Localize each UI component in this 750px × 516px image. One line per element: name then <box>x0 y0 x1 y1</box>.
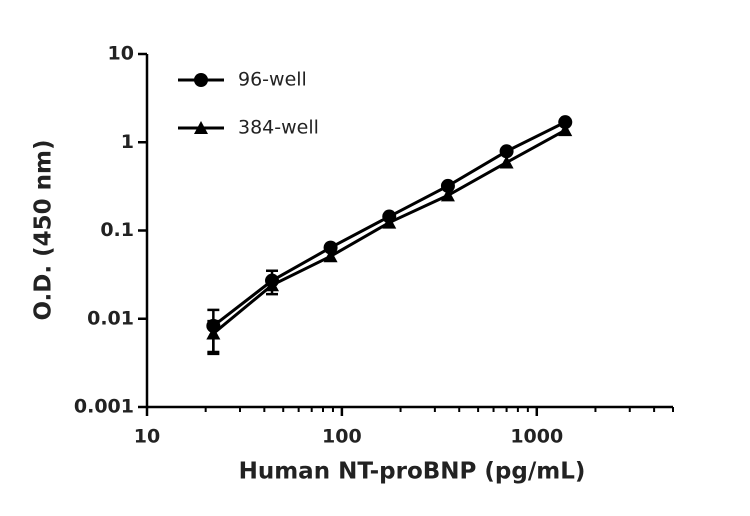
y-tick-label: 10 <box>108 43 134 65</box>
marker <box>206 326 221 340</box>
y-axis-title: O.D. (450 nm) <box>31 139 57 320</box>
series-line <box>212 128 566 335</box>
marker <box>323 240 338 255</box>
y-tick-label: 1 <box>121 131 134 153</box>
marker <box>440 178 455 193</box>
legend-marker <box>194 73 208 87</box>
marker <box>323 249 338 263</box>
y-tick-label: 0.001 <box>74 396 134 418</box>
marker <box>440 188 455 202</box>
marker <box>499 144 514 159</box>
legend-marker <box>194 121 208 134</box>
marker <box>558 123 573 137</box>
legend-label: 96-well <box>238 69 307 91</box>
x-tick-label: 10 <box>134 426 160 448</box>
marker <box>265 278 280 292</box>
y-tick-label: 0.1 <box>100 219 134 241</box>
x-tick-label: 1000 <box>510 426 563 448</box>
y-tick-label: 0.01 <box>87 307 134 329</box>
marker <box>558 115 573 130</box>
x-tick-label: 100 <box>322 426 362 448</box>
marker <box>499 155 514 169</box>
x-axis-title: Human NT-proBNP (pg/mL) <box>239 459 586 485</box>
marker <box>382 215 397 229</box>
legend-label: 384-well <box>238 117 319 139</box>
